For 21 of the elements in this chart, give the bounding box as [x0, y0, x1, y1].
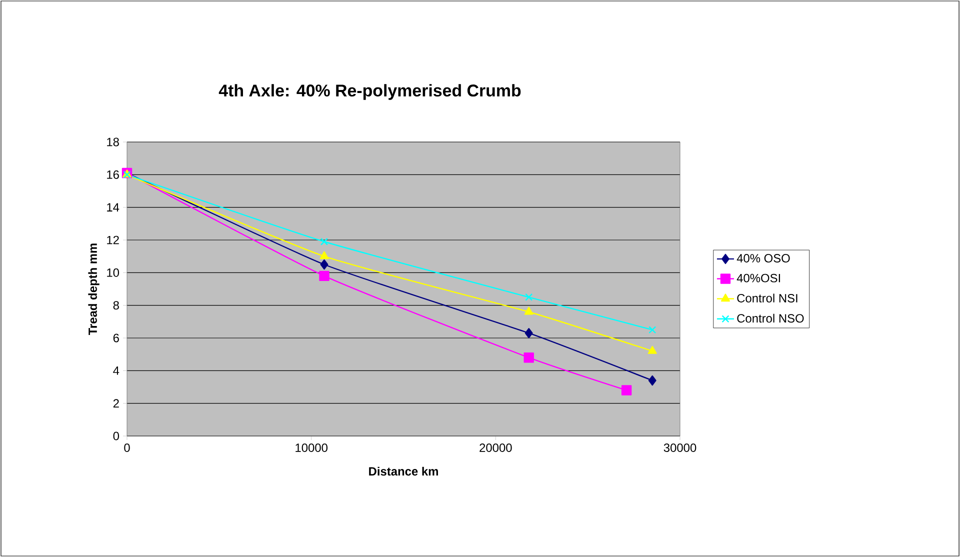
y-axis-title: Tread depth mm [88, 244, 100, 336]
y-tick-label: 14 [107, 203, 120, 212]
y-tick-label: 6 [113, 334, 119, 342]
legend-label: Control NSO [737, 314, 804, 323]
chart-title: 4th Axle: 40% Re-polymerised Crumb [218, 84, 521, 100]
x-tick-label: 30000 [664, 444, 696, 452]
legend-label: 40% OSO [736, 254, 790, 262]
y-tick-label: 8 [113, 301, 119, 310]
y-tick-label: 18 [107, 138, 119, 146]
y-tick-label: 12 [107, 236, 119, 244]
x-tick-label: 10000 [296, 444, 328, 452]
y-tick-label: 2 [113, 399, 119, 408]
y-tick-label: 0 [113, 432, 120, 440]
x-axis-title: Distance km [369, 466, 438, 476]
y-tick-label: 4 [113, 366, 120, 375]
x-tick-label: 0 [124, 444, 130, 452]
x-tick-label: 20000 [480, 444, 512, 452]
y-tick-label: 16 [107, 170, 119, 179]
legend-label: 40%OSI [736, 274, 780, 282]
legend-label: Control NSI [737, 294, 798, 302]
y-tick-label: 10 [107, 268, 120, 277]
